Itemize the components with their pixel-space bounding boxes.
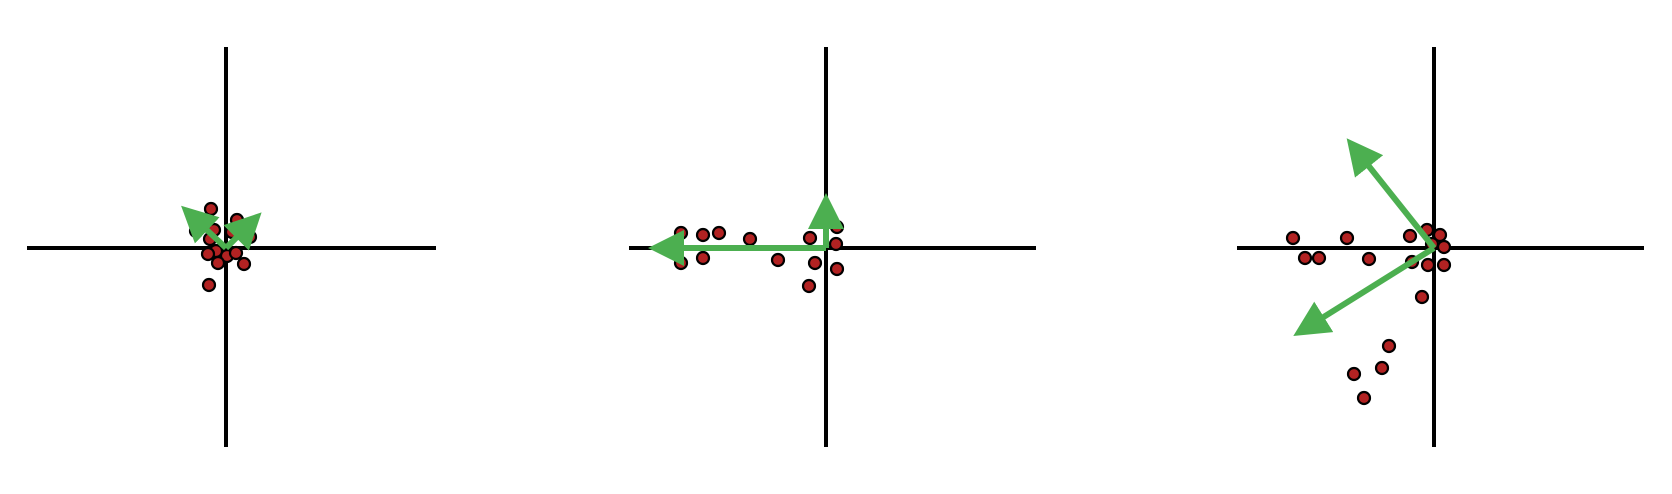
- principal-axis-1-arrow: [1346, 138, 1437, 250]
- data-point: [695, 227, 711, 243]
- data-point: [742, 231, 758, 247]
- data-point: [1436, 257, 1452, 273]
- data-point: [828, 236, 844, 252]
- data-point: [1339, 230, 1355, 246]
- data-point: [200, 246, 216, 262]
- data-point: [673, 225, 689, 241]
- data-point: [201, 277, 217, 293]
- data-point: [673, 255, 689, 271]
- data-point: [802, 230, 818, 246]
- data-point: [695, 250, 711, 266]
- data-point: [229, 212, 245, 228]
- data-point: [1436, 239, 1452, 255]
- data-point: [242, 229, 258, 245]
- data-point: [801, 278, 817, 294]
- panel-1: [27, 47, 436, 447]
- data-point: [770, 252, 786, 268]
- panel-2: [629, 47, 1036, 447]
- data-point: [1402, 228, 1418, 244]
- data-point: [203, 201, 219, 217]
- data-point: [228, 245, 244, 261]
- panel-3: [1237, 47, 1644, 447]
- data-point: [1311, 250, 1327, 266]
- data-point: [1420, 257, 1436, 273]
- data-point: [1381, 338, 1397, 354]
- principal-axis-2-arrow: [223, 212, 262, 251]
- data-point: [210, 255, 226, 271]
- data-point: [711, 225, 727, 241]
- data-point: [236, 256, 252, 272]
- data-point: [1361, 251, 1377, 267]
- data-point: [1414, 289, 1430, 305]
- data-point: [807, 255, 823, 271]
- data-point: [1346, 366, 1362, 382]
- data-point: [1432, 227, 1448, 243]
- data-point: [829, 219, 845, 235]
- data-point: [829, 261, 845, 277]
- data-point: [1374, 360, 1390, 376]
- principal-axis-1-arrow: [181, 205, 229, 251]
- data-point: [1285, 230, 1301, 246]
- data-point: [1297, 250, 1313, 266]
- principal-axis-2-arrow: [1293, 245, 1436, 336]
- data-point: [1356, 390, 1372, 406]
